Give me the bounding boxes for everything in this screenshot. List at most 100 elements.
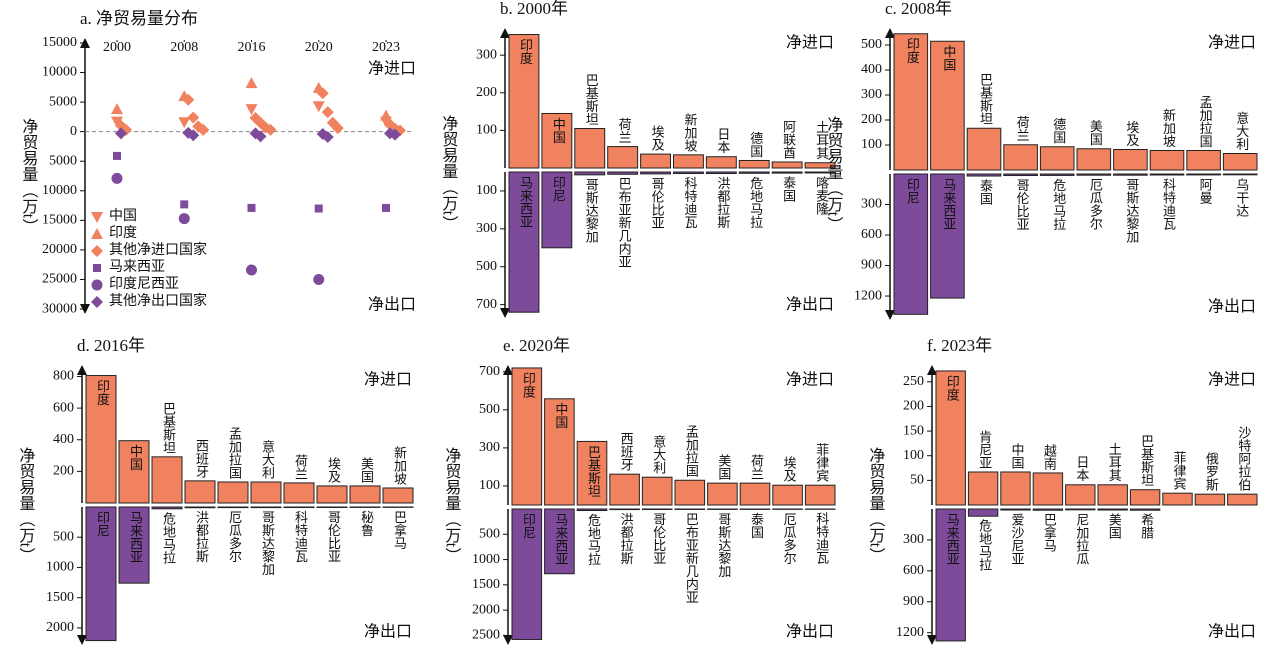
point bbox=[91, 245, 103, 257]
bar bbox=[607, 171, 639, 175]
bar bbox=[1076, 148, 1112, 171]
bar-label: 巴基斯坦 bbox=[1139, 435, 1154, 487]
bar-label: 巴基斯坦 bbox=[161, 402, 176, 454]
bar bbox=[283, 506, 315, 509]
bar-label: 新加坡 bbox=[682, 112, 697, 152]
bar bbox=[609, 508, 640, 511]
bar bbox=[1097, 508, 1128, 511]
point bbox=[321, 130, 334, 143]
y-tick-label: 200 bbox=[861, 112, 882, 127]
y-tick-label: 1200 bbox=[854, 288, 882, 303]
bar-label: 德国 bbox=[1051, 118, 1066, 144]
y-tick-label: 50 bbox=[910, 473, 924, 488]
axis-arrow bbox=[77, 635, 87, 645]
bar-label: 洪都拉斯 bbox=[619, 513, 634, 566]
bar-label: 美国 bbox=[359, 457, 374, 483]
bar-label: 巴布亚新几内亚 bbox=[684, 512, 699, 603]
bar bbox=[1000, 508, 1031, 511]
y-tick-label: 20000 bbox=[42, 242, 77, 257]
axis-arrow bbox=[885, 310, 895, 320]
bar-label: 埃及 bbox=[650, 125, 665, 151]
bar-label: 巴布亚新几内亚 bbox=[617, 177, 632, 268]
y-tick-label: 300 bbox=[476, 47, 497, 62]
point bbox=[313, 273, 325, 285]
bar-label: 印度 bbox=[521, 372, 536, 398]
point bbox=[111, 172, 123, 184]
point bbox=[389, 128, 401, 141]
bar-label: 印度 bbox=[518, 39, 533, 65]
bar-label: 埃及 bbox=[326, 457, 341, 483]
y-tick-label: 500 bbox=[476, 259, 497, 274]
point bbox=[113, 151, 121, 160]
point bbox=[91, 296, 103, 308]
bar-label: 泰国 bbox=[978, 179, 993, 205]
bar-label: 土耳其 bbox=[1107, 443, 1122, 482]
bar bbox=[966, 127, 1002, 171]
bar bbox=[1039, 173, 1075, 176]
bar-label: 尼加拉瓜 bbox=[1074, 513, 1089, 565]
y-tick-label: 100 bbox=[476, 183, 497, 198]
bar bbox=[511, 508, 543, 640]
bar-label: 巴拿马 bbox=[1042, 513, 1057, 552]
bar bbox=[1129, 489, 1161, 506]
bar-label: 厄瓜多尔 bbox=[227, 511, 242, 563]
bar-label: 泰国 bbox=[781, 176, 796, 202]
bar bbox=[118, 440, 150, 504]
bar bbox=[738, 171, 770, 174]
bar bbox=[250, 481, 282, 504]
bar bbox=[1065, 484, 1096, 506]
bar bbox=[707, 482, 738, 506]
point bbox=[178, 213, 190, 225]
y-tick-label: 300 bbox=[861, 197, 882, 212]
annotation-export: 净出口 bbox=[1208, 623, 1256, 641]
bar bbox=[804, 484, 836, 506]
y-axis-label: 净贸易量（万t） bbox=[866, 447, 885, 563]
y-tick-label: 1000 bbox=[46, 560, 74, 575]
point bbox=[316, 87, 329, 100]
panel-title: e. 2020年 bbox=[503, 336, 570, 355]
point bbox=[111, 103, 123, 115]
bar bbox=[673, 171, 704, 175]
y-tick-label: 100 bbox=[903, 448, 924, 463]
bar bbox=[640, 171, 671, 175]
bar-label: 哥斯达黎加 bbox=[1124, 178, 1139, 244]
bar-label: 巴基斯坦 bbox=[586, 445, 601, 497]
y-tick-label: 100 bbox=[479, 478, 500, 493]
bar bbox=[1186, 150, 1221, 171]
bar-label: 德国 bbox=[748, 131, 763, 157]
point bbox=[187, 111, 200, 124]
bar-label: 印尼 bbox=[521, 513, 536, 539]
bar bbox=[1222, 153, 1258, 171]
bar-label: 马来西亚 bbox=[945, 513, 960, 565]
bar-label: 哥斯达黎加 bbox=[260, 511, 275, 577]
bar-label: 危地马拉 bbox=[586, 514, 601, 566]
bar-label: 意大利 bbox=[1234, 111, 1249, 151]
bar bbox=[705, 156, 737, 169]
bar-label: 哥伦比亚 bbox=[1015, 179, 1030, 231]
bar-label: 孟加拉国 bbox=[684, 425, 699, 477]
y-tick-label: 1500 bbox=[46, 590, 74, 605]
bar bbox=[673, 154, 704, 169]
annotation-import: 净进口 bbox=[1208, 371, 1256, 389]
bar-label: 西班牙 bbox=[619, 432, 634, 471]
bar-label: 哥伦比亚 bbox=[326, 510, 341, 562]
bar bbox=[1032, 472, 1064, 506]
bar bbox=[151, 506, 183, 510]
bar bbox=[574, 171, 606, 176]
y-axis-label: 净贸易量（万t） bbox=[19, 118, 38, 234]
bar-label: 印尼 bbox=[905, 178, 920, 204]
x-tick-label: 2008 bbox=[170, 40, 198, 55]
axis-arrow bbox=[503, 365, 513, 375]
x-tick-label: 2023 bbox=[372, 40, 400, 55]
point bbox=[180, 200, 189, 209]
annotation-import: 净进口 bbox=[364, 371, 412, 389]
bar-label: 荷兰 bbox=[293, 454, 308, 480]
bar bbox=[1076, 173, 1112, 176]
bar bbox=[576, 508, 608, 512]
axis-arrow bbox=[503, 635, 513, 645]
bar bbox=[930, 173, 965, 299]
bar-label: 马来西亚 bbox=[941, 178, 956, 230]
bar-label: 秘鲁 bbox=[359, 510, 374, 537]
bar bbox=[1162, 492, 1193, 506]
